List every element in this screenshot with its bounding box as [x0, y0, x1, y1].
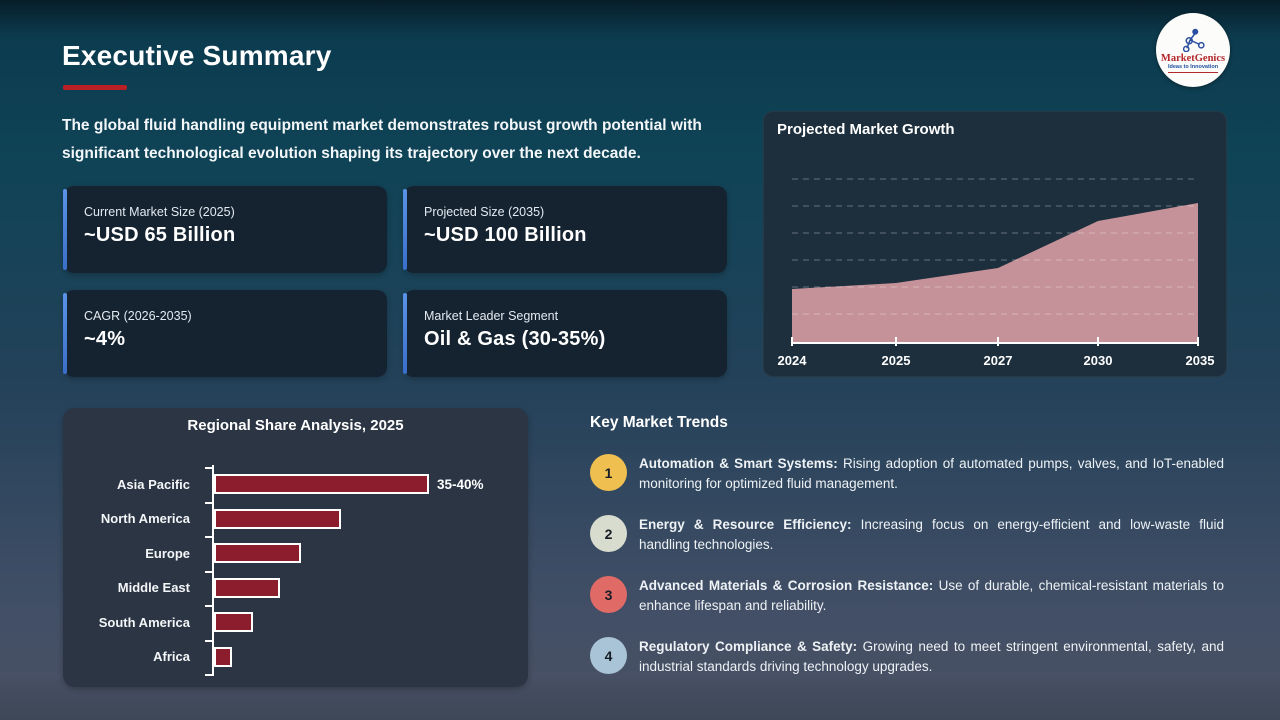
regional-chart-title: Regional Share Analysis, 2025: [187, 417, 404, 434]
stat-value: ~USD 65 Billion: [84, 224, 236, 246]
trend-desc: Use of durable, chemical-resistant mater…: [639, 578, 1224, 613]
trend-desc: Rising adoption of automated pumps, valv…: [639, 456, 1224, 491]
bar-label: Africa: [153, 649, 190, 665]
x-tick-label: 2030: [1084, 353, 1113, 368]
trend-text: Regulatory Compliance & Safety: Growing …: [639, 637, 1224, 676]
bar-chart: Asia Pacific 35-40% North America Europe…: [63, 465, 528, 676]
axis-tick: [205, 570, 213, 573]
stat-label: CAGR (2026-2035): [84, 309, 192, 323]
axis-tick: [205, 536, 213, 538]
trend-desc: Growing need to meet stringent environme…: [639, 639, 1225, 674]
x-tick-label: 2027: [984, 353, 1013, 368]
logo-name: MarketGenics: [1160, 52, 1226, 64]
stat-value: ~USD 100 Billion: [424, 224, 587, 246]
trend-item-materials: 3 Advanced Materials & Corrosion Resista…: [590, 576, 1230, 615]
bar: [214, 612, 253, 633]
bar-label: Middle East: [117, 580, 190, 596]
x-tick-label: 2025: [882, 353, 911, 368]
trend-text: Advanced Materials & Corrosion Resistanc…: [639, 576, 1224, 615]
logo-tagline: Ideas to Innovation: [1167, 64, 1219, 73]
bar-row-africa: Africa: [63, 640, 528, 675]
y-axis-line: [212, 465, 214, 676]
trend-number-badge: 4: [590, 637, 627, 674]
trend-text: Energy & Resource Efficiency: Increasing…: [639, 515, 1224, 554]
trend-text: Automation & Smart Systems: Rising adopt…: [639, 454, 1224, 493]
bar-label: Asia Pacific: [117, 476, 190, 492]
axis-tick: [205, 501, 213, 504]
bar-label: South America: [98, 614, 190, 630]
trend-number-badge: 1: [590, 454, 627, 491]
x-axis: [791, 337, 1199, 346]
page-title: Executive Summary: [62, 40, 332, 71]
axis-tick: [205, 605, 213, 607]
bar-row-asia-pacific: Asia Pacific 35-40%: [63, 467, 528, 502]
stat-label: Market Leader Segment: [424, 309, 559, 323]
trend-item-regulatory: 4 Regulatory Compliance & Safety: Growin…: [590, 637, 1230, 676]
area-chart: 2024 2025 2027 2030 2035: [778, 178, 1215, 368]
trend-number-badge: 2: [590, 515, 627, 552]
title-underline: [63, 85, 127, 90]
trend-number-badge: 3: [590, 576, 627, 613]
bar-row-europe: Europe: [63, 536, 528, 571]
bar: [214, 646, 232, 667]
bar-label: Europe: [145, 545, 190, 561]
bar-row-south-america: South America: [63, 605, 528, 640]
bar: [214, 577, 280, 598]
logo: MarketGenics Ideas to Innovation: [1156, 13, 1230, 87]
axis-tick: [205, 639, 213, 642]
intro-text: The global fluid handling equipment mark…: [62, 117, 702, 162]
stat-card-cagr: CAGR (2026-2035) ~4%: [63, 290, 387, 377]
trend-title: Regulatory Compliance & Safety:: [639, 639, 858, 654]
bar: [214, 543, 301, 564]
growth-chart-title: Projected Market Growth: [777, 121, 955, 138]
bar: [214, 508, 341, 529]
trend-title: Advanced Materials & Corrosion Resistanc…: [639, 578, 934, 593]
gridlines: [792, 178, 1198, 315]
stat-card-projected-size: Projected Size (2035) ~USD 100 Billion: [403, 186, 727, 273]
trend-item-efficiency: 2 Energy & Resource Efficiency: Increasi…: [590, 515, 1230, 554]
regional-chart-panel: Regional Share Analysis, 2025 Asia Pacif…: [63, 408, 528, 687]
bar-value-label: 35-40%: [437, 476, 484, 492]
trend-title: Energy & Resource Efficiency:: [639, 517, 852, 532]
bar-row-middle-east: Middle East: [63, 571, 528, 606]
trend-item-automation: 1 Automation & Smart Systems: Rising ado…: [590, 454, 1230, 493]
bar-row-north-america: North America: [63, 502, 528, 537]
x-tick-label: 2024: [778, 353, 808, 368]
bar-label: North America: [100, 511, 190, 527]
stat-cards: Current Market Size (2025) ~USD 65 Billi…: [63, 186, 727, 377]
axis-tick: [205, 674, 213, 676]
area-series: [792, 203, 1198, 343]
stat-label: Current Market Size (2025): [84, 205, 235, 219]
bar: [214, 474, 429, 495]
stat-value: ~4%: [84, 328, 126, 350]
x-tick-label: 2035: [1186, 353, 1215, 368]
trends-heading: Key Market Trends: [590, 414, 728, 431]
stat-value: Oil & Gas (30-35%): [424, 328, 606, 350]
trend-title: Automation & Smart Systems:: [639, 456, 838, 471]
stat-label: Projected Size (2035): [424, 205, 545, 219]
stat-card-leader-segment: Market Leader Segment Oil & Gas (30-35%): [403, 290, 727, 377]
molecule-icon: [1182, 28, 1205, 52]
trend-desc: Increasing focus on energy-efficient and…: [639, 517, 1224, 552]
key-market-trends: Key Market Trends 1 Automation & Smart S…: [590, 414, 1230, 676]
axis-tick: [205, 467, 213, 469]
stat-card-current-size: Current Market Size (2025) ~USD 65 Billi…: [63, 186, 387, 273]
growth-chart-panel: Projected Market Growth 2024 2025: [763, 111, 1227, 377]
